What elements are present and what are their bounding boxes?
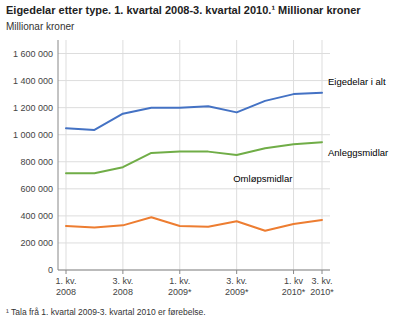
lines: [66, 93, 322, 231]
x-tick-label-line: 2008: [113, 287, 133, 297]
x-tick-label-line: 2009*: [225, 287, 249, 297]
page: {"chart_data": { "type": "line", "title"…: [0, 0, 400, 320]
x-tick-label-line: 3. kv.: [312, 276, 333, 286]
series-line: [66, 93, 322, 130]
y-axis-line: [58, 40, 59, 270]
x-grid-line: [293, 40, 294, 270]
series-labels: Eigedelar i alt Anleggsmidlar Omløpsmidlar: [233, 76, 388, 184]
x-tick: [179, 270, 180, 274]
y-tick-label: 600 000: [20, 184, 53, 194]
x-tick: [236, 270, 237, 274]
x-tick-label-line: 1. kv.: [56, 276, 77, 286]
series-label: Omløpsmidlar: [233, 173, 292, 184]
title: Eigedelar etter type. 1. kvartal 2008-3.…: [6, 4, 361, 16]
x-grid-line: [179, 40, 180, 270]
x-tick-label-line: 3. kv.: [112, 276, 133, 286]
y-grid-line: [58, 188, 330, 189]
x-grid-line: [122, 40, 123, 270]
x-tick-label: 1. kv.2008: [56, 276, 77, 297]
y-grid-line: [58, 134, 330, 135]
x-tick-label-line: 1. kv: [284, 276, 304, 286]
series-label: Eigedelar i alt: [328, 76, 386, 87]
y-grid-line: [58, 242, 330, 243]
axes: 0 200 000 400 000 600 000 800 000 1 000 000 1 …: [13, 40, 334, 297]
chart: Eigedelar etter type. 1. kvartal 2008-3.…: [0, 0, 400, 320]
x-tick-label: 3. kv.2008: [112, 276, 133, 297]
x-tick-label-line: 2008: [56, 287, 76, 297]
y-grid-line: [58, 161, 330, 162]
x-grid-line: [66, 40, 67, 270]
x-tick-label: 3. kv.2009*: [225, 276, 249, 297]
x-tick-label-line: 1. kv.: [169, 276, 190, 286]
x-tick-label: 1. kv.2009*: [168, 276, 192, 297]
x-tick-label-line: 2010*: [282, 287, 306, 297]
x-axis-line: [58, 270, 330, 271]
y-grid-line: [58, 270, 330, 271]
y-axis-label: Millionar kroner: [6, 21, 75, 32]
x-tick: [293, 270, 294, 274]
x-tick: [66, 270, 67, 274]
series-line: [66, 217, 322, 231]
y-tick-label: 1 000 000: [13, 130, 53, 140]
y-tick-label: 800 000: [20, 157, 53, 167]
footnote: ¹ Tala frå 1. kvartal 2009-3. kvartal 20…: [6, 307, 206, 317]
y-grid-line: [58, 53, 330, 54]
x-grid-line: [322, 40, 323, 270]
y-grid-line: [58, 80, 330, 81]
x-tick-label: 1. kv2010*: [282, 276, 306, 297]
y-tick-label: 1 200 000: [13, 103, 53, 113]
y-tick-label: 1 400 000: [13, 76, 53, 86]
y-tick-label: 1 600 000: [13, 49, 53, 59]
x-tick-label-line: 3. kv.: [226, 276, 247, 286]
y-tick-label: 200 000: [20, 238, 53, 248]
y-grid-line: [58, 215, 330, 216]
y-tick-label: 400 000: [20, 211, 53, 221]
grid: [58, 40, 330, 270]
x-tick-label-line: 2010*: [310, 287, 334, 297]
y-tick-label: 0: [48, 265, 53, 275]
series-label: Anleggsmidlar: [328, 147, 388, 158]
x-tick: [122, 270, 123, 274]
x-tick: [322, 270, 323, 274]
x-tick-label-line: 2009*: [168, 287, 192, 297]
title-line: Eigedelar etter type. 1. kvartal 2008-3.…: [6, 4, 361, 16]
x-tick-label: 3. kv.2010*: [310, 276, 334, 297]
series-line: [66, 142, 322, 173]
